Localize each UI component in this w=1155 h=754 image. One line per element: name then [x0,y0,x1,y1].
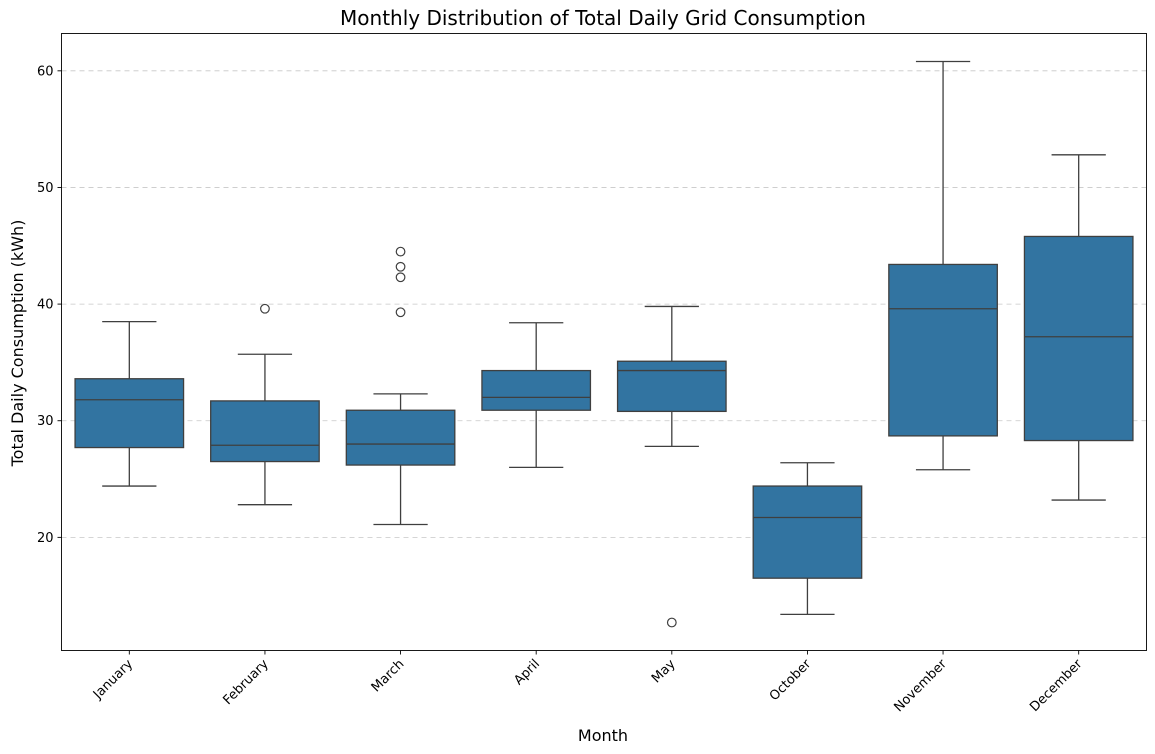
x-tick-label: March [369,657,408,696]
box-november [888,60,998,471]
outlier-point [666,617,677,628]
x-axis-label: Month [578,726,628,745]
box-iqr [481,369,592,411]
box-january [74,320,185,487]
x-tick-label: February [220,657,272,709]
box-december [1023,154,1134,501]
outlier-point [395,307,406,318]
y-tick-label: 60 [37,64,54,79]
box-iqr [616,360,727,413]
x-tick-label: December [1027,656,1086,715]
box-april [481,322,592,469]
outlier-point [395,272,406,283]
x-tick-label: January [90,657,136,703]
box-iqr [752,485,863,579]
box-march [345,246,456,526]
chart-title: Monthly Distribution of Total Daily Grid… [340,6,866,30]
y-axis-label: Total Daily Consumption (kWh) [8,220,27,468]
boxes [74,60,1134,628]
outlier-point [395,261,406,272]
box-iqr [74,378,185,449]
x-tick-label: May [649,657,679,687]
box-iqr [1023,235,1134,442]
outlier-point [395,246,406,257]
box-february [210,303,320,506]
box-october [752,462,863,615]
x-tick-label: November [891,656,950,715]
plot-frame [61,33,1147,651]
outlier-point [260,303,270,314]
box-may [616,305,727,628]
y-tick-label: 40 [37,298,54,313]
box-iqr [210,400,320,463]
x-tick-label: April [511,657,543,689]
x-tick-label: October [767,656,815,704]
y-tick-label: 20 [37,531,54,546]
box-iqr [888,263,998,437]
box-iqr [345,409,456,466]
y-tick-label: 50 [37,181,54,196]
y-tick-label: 30 [37,414,54,429]
